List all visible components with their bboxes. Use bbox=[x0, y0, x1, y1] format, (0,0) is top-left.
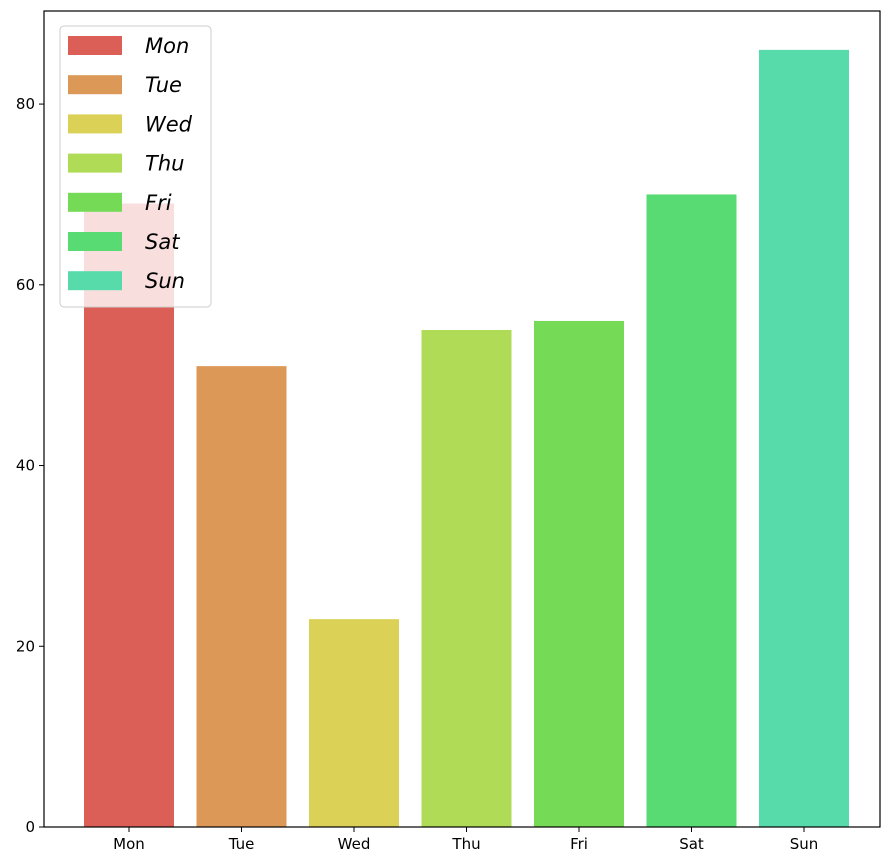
x-tick-label: Sun bbox=[790, 835, 819, 853]
legend-label-mon: Mon bbox=[145, 34, 189, 58]
legend-swatch-thu bbox=[68, 153, 122, 173]
legend-label-sun: Sun bbox=[145, 269, 185, 293]
y-tick-label: 0 bbox=[25, 818, 35, 836]
bar-sat bbox=[646, 194, 737, 827]
legend-label-fri: Fri bbox=[145, 191, 172, 215]
x-tick-label: Wed bbox=[338, 835, 371, 853]
legend-swatch-wed bbox=[68, 114, 122, 134]
legend: Mon Tue Wed Thu Fri Sat Sun bbox=[59, 25, 212, 308]
x-tick-label: Fri bbox=[570, 835, 588, 853]
legend-swatch-sat bbox=[68, 232, 122, 251]
y-tick-label: 60 bbox=[16, 276, 35, 294]
plot-frame bbox=[43, 10, 881, 828]
legend-swatch-sun bbox=[68, 271, 122, 291]
legend-swatch-mon bbox=[68, 36, 122, 55]
x-tick-label: Thu bbox=[451, 835, 480, 853]
legend-label-thu: Thu bbox=[145, 152, 184, 176]
y-tick-label: 20 bbox=[16, 637, 35, 655]
bar-tue bbox=[196, 366, 287, 827]
legend-swatch-fri bbox=[68, 192, 122, 212]
legend-swatch-tue bbox=[68, 75, 122, 95]
bar-wed bbox=[309, 619, 399, 827]
y-tick-label: 40 bbox=[16, 457, 35, 475]
x-tick-label: Mon bbox=[113, 835, 145, 853]
y-tick-label: 80 bbox=[16, 95, 35, 113]
bar-thu bbox=[421, 329, 512, 827]
x-tick-label: Tue bbox=[228, 835, 255, 853]
y-axis-ticks: 0 20 40 60 80 bbox=[16, 95, 44, 836]
legend-label-wed: Wed bbox=[145, 112, 193, 136]
legend-label-sat: Sat bbox=[145, 230, 180, 254]
bar-fri bbox=[534, 320, 624, 827]
x-tick-label: Sat bbox=[679, 835, 704, 853]
x-axis-ticks: Mon Tue Wed Thu Fri Sat Sun bbox=[113, 827, 818, 853]
legend-label-tue: Tue bbox=[145, 73, 182, 97]
bar-sun bbox=[759, 49, 849, 828]
